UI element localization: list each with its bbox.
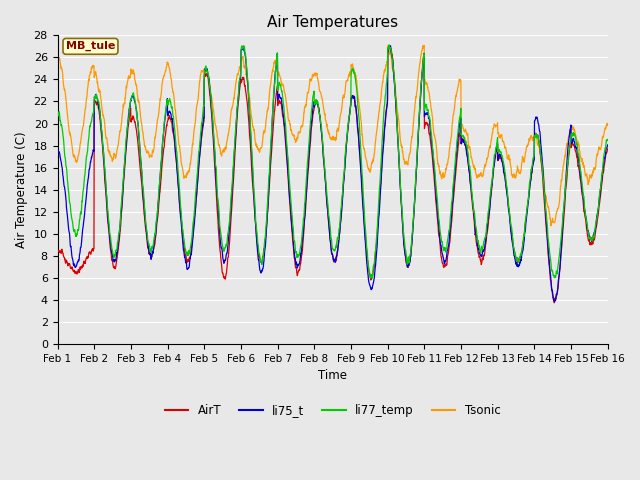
- Text: MB_tule: MB_tule: [66, 41, 115, 51]
- Y-axis label: Air Temperature (C): Air Temperature (C): [15, 132, 28, 248]
- Title: Air Temperatures: Air Temperatures: [267, 15, 398, 30]
- X-axis label: Time: Time: [318, 369, 347, 382]
- Legend: AirT, li75_t, li77_temp, Tsonic: AirT, li75_t, li77_temp, Tsonic: [160, 399, 505, 421]
